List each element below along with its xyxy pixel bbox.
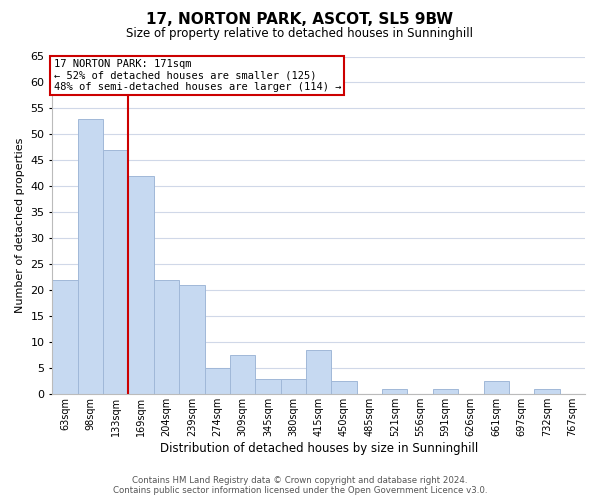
Bar [128,176,154,394]
Bar [331,382,357,394]
Bar [382,389,407,394]
Text: 17 NORTON PARK: 171sqm
← 52% of detached houses are smaller (125)
48% of semi-de: 17 NORTON PARK: 171sqm ← 52% of detached… [53,59,341,92]
Bar [433,389,458,394]
Text: 17, NORTON PARK, ASCOT, SL5 9BW: 17, NORTON PARK, ASCOT, SL5 9BW [146,12,454,28]
Bar [77,119,103,394]
Bar [154,280,179,394]
Bar [484,382,509,394]
X-axis label: Distribution of detached houses by size in Sunninghill: Distribution of detached houses by size … [160,442,478,455]
Bar [255,378,281,394]
Bar [534,389,560,394]
Bar [281,378,306,394]
Bar [306,350,331,395]
Bar [52,280,77,394]
Text: Size of property relative to detached houses in Sunninghill: Size of property relative to detached ho… [127,28,473,40]
Bar [205,368,230,394]
Bar [103,150,128,394]
Bar [179,285,205,395]
Text: Contains HM Land Registry data © Crown copyright and database right 2024.
Contai: Contains HM Land Registry data © Crown c… [113,476,487,495]
Y-axis label: Number of detached properties: Number of detached properties [15,138,25,313]
Bar [230,356,255,395]
